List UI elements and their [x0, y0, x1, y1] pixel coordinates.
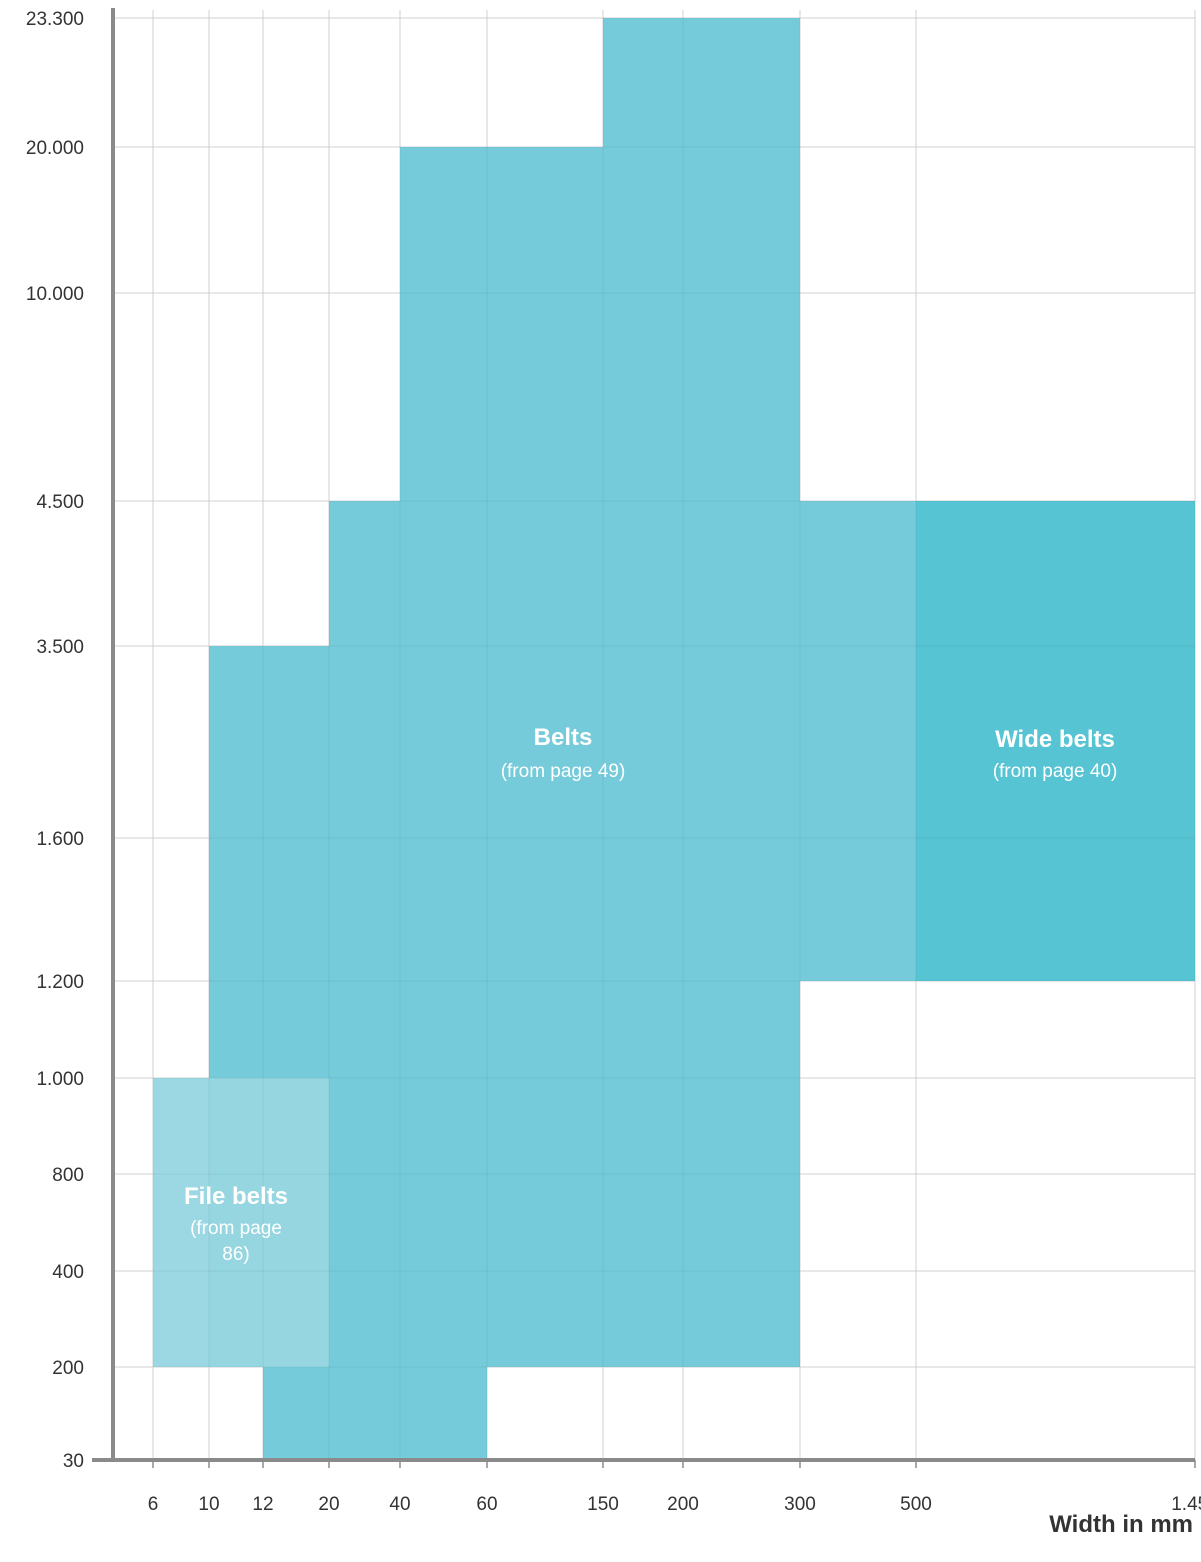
y-tick-label-0: 30	[63, 1451, 84, 1472]
belts-subtitle: (from page 49)	[501, 761, 626, 782]
y-tick-label-8: 4.500	[36, 492, 84, 513]
y-tick-label-2: 400	[52, 1262, 84, 1283]
y-tick-label-6: 1.600	[36, 829, 84, 850]
y-tick-label-7: 3.500	[36, 637, 84, 658]
x-tick-label-8: 300	[784, 1494, 816, 1515]
y-tick-label-10: 20.000	[26, 138, 84, 159]
y-tick-label-5: 1.200	[36, 972, 84, 993]
labels: Belts (from page 49) Wide belts (from pa…	[184, 724, 1193, 1538]
wide-belts-segment-0	[916, 501, 1195, 981]
x-axis-title: Width in mm	[1049, 1511, 1193, 1538]
wide-belts-subtitle: (from page 40)	[993, 761, 1118, 782]
x-tick-label-0: 6	[148, 1494, 159, 1515]
y-tick-label-3: 800	[52, 1165, 84, 1186]
x-tick-label-10: 1.450	[1171, 1494, 1201, 1515]
x-tick-label-9: 500	[900, 1494, 932, 1515]
y-tick-label-1: 200	[52, 1358, 84, 1379]
y-tick-label-11: 23.300	[26, 9, 84, 30]
belts-segment-4	[603, 18, 800, 1367]
x-tick-label-6: 150	[587, 1494, 619, 1515]
file-belts-segment-0	[153, 1078, 329, 1367]
x-tick-label-3: 20	[318, 1494, 339, 1515]
file-belts-subtitle-line-1: (from page	[190, 1218, 282, 1239]
belts-title: Belts	[534, 724, 593, 751]
regions	[113, 10, 1196, 1461]
x-tick-label-4: 40	[389, 1494, 410, 1515]
y-tick-label-4: 1.000	[36, 1069, 84, 1090]
axes: 6 10 12 20 40 60 150 200 300 500 1.450 30 200 400 800 1…	[26, 8, 1201, 1515]
file-belts-subtitle-line-2: 86)	[222, 1244, 249, 1265]
belts-segment-5	[800, 501, 916, 981]
x-tick-label-1: 10	[198, 1494, 219, 1515]
y-tick-label-9: 10.000	[26, 284, 84, 305]
belts-segment-2	[329, 501, 400, 1367]
wide-belts-title: Wide belts	[995, 726, 1115, 753]
x-tick-label-2: 12	[252, 1494, 273, 1515]
belts-segment-3	[400, 147, 603, 1367]
x-tick-label-7: 200	[667, 1494, 699, 1515]
file-belts-title: File belts	[184, 1183, 288, 1210]
x-tick-label-5: 60	[476, 1494, 497, 1515]
belts-segment-0	[263, 1367, 487, 1460]
